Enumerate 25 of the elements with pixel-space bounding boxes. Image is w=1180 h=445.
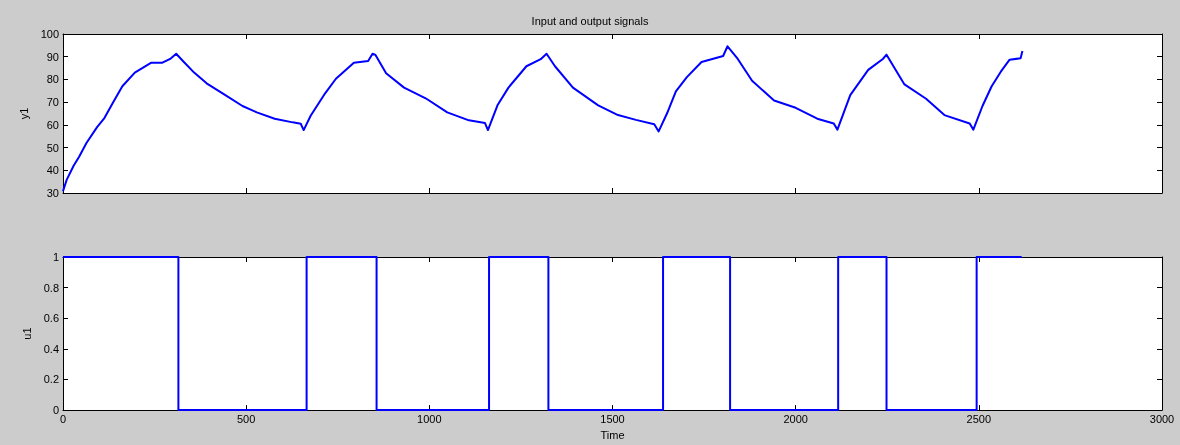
y-tick-label: 40 [46, 164, 59, 177]
x-tick-label: 500 [236, 412, 256, 425]
y-tick-label: 70 [46, 96, 59, 109]
x-tick-label: 1000 [417, 412, 442, 425]
y-tick-label: 0.2 [43, 373, 59, 386]
y-axis-title: y1 [18, 107, 31, 120]
chart-title: Input and output signals [531, 14, 649, 27]
y-axis-title: u1 [21, 327, 34, 340]
y-tick-label: 30 [46, 187, 59, 199]
x-axis-title: Time [600, 428, 625, 441]
y-tick-label: 50 [46, 141, 59, 154]
y-tick-label: 0 [52, 404, 59, 417]
y-tick-label: 1 [52, 251, 59, 263]
line-series [62, 45, 1024, 193]
y-tick-label: 100 [40, 28, 59, 40]
x-tick-label: 1500 [600, 412, 625, 425]
y-tick-label: 80 [46, 73, 59, 86]
y-tick-label: 0.8 [43, 281, 59, 294]
x-tick-label: 2000 [783, 412, 808, 425]
y-tick-label: 90 [46, 50, 59, 63]
x-tick-label: 3000 [1149, 412, 1175, 425]
y-tick-label: 0.4 [43, 342, 59, 355]
y-tick-label: 60 [46, 118, 59, 131]
x-tick-label: 2500 [966, 412, 992, 425]
y-tick-label: 0.6 [43, 312, 59, 325]
